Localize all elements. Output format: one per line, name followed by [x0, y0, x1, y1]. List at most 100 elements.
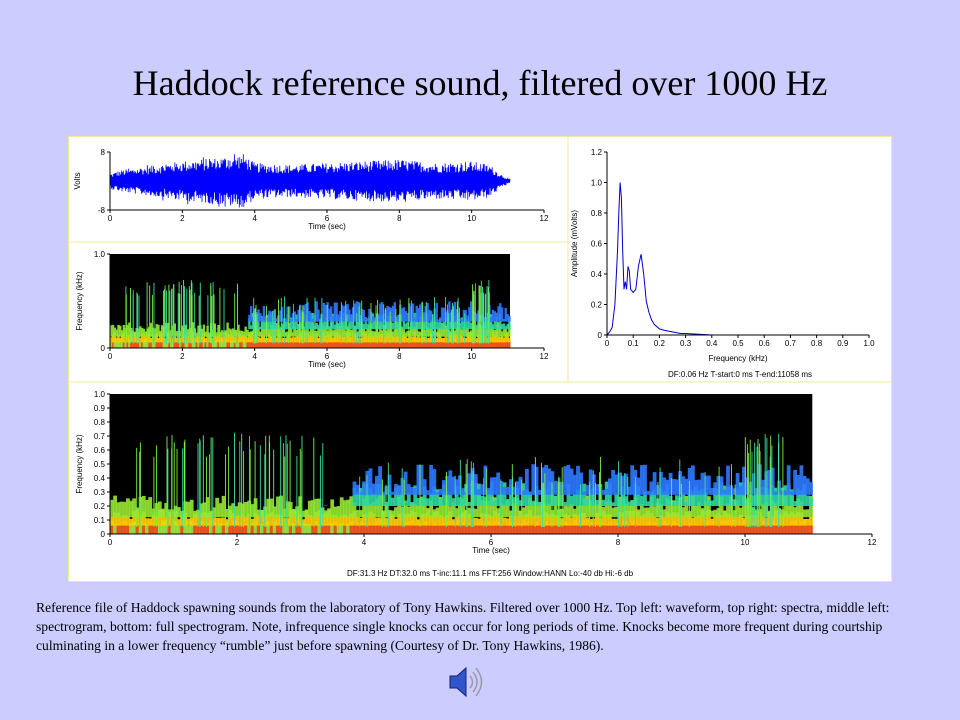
spectrogram-cell — [395, 328, 398, 337]
spectrogram-cell — [355, 301, 358, 322]
spectrogram-cell — [742, 517, 746, 526]
spectrogram-cell — [113, 332, 116, 343]
spectrogram-cell — [484, 339, 487, 348]
spectrogram-cell — [585, 520, 590, 534]
spectrogram-cell — [381, 521, 386, 534]
spectrogram-cell — [483, 521, 488, 534]
spectrogram-cell — [428, 322, 431, 330]
spectrogram-cell — [186, 329, 189, 337]
spectrogram-cell — [250, 518, 255, 526]
spectrogram-cell — [415, 322, 418, 337]
spectrogram-cell — [301, 519, 306, 526]
spectrogram-cell — [151, 508, 156, 518]
spectrogram-cell — [479, 342, 482, 348]
spectrogram-cell — [141, 523, 146, 534]
spectrogram-cell — [424, 336, 427, 343]
spectrogram-cell — [159, 330, 162, 337]
spectrogram-cell — [796, 498, 801, 518]
spectrogram-cell — [464, 340, 467, 348]
spectrogram-cell — [164, 323, 167, 337]
spectrogram-cell — [440, 307, 444, 322]
spectrogram-cell — [422, 486, 427, 506]
spectrogram-cell — [486, 339, 489, 348]
spectrogram-cell — [250, 331, 253, 337]
x-tick-label: 4 — [252, 214, 257, 223]
spectrogram-cell — [659, 515, 663, 526]
spectrogram-cell — [342, 306, 346, 322]
spectrogram-cell — [256, 509, 261, 518]
spectrogram-cell — [162, 341, 166, 348]
x-tick-label: 0 — [108, 538, 113, 547]
spectrogram-cell — [130, 332, 133, 343]
spectrogram-cell — [534, 466, 539, 495]
spectrogram-cell — [391, 305, 395, 322]
spectrogram-cell — [738, 485, 743, 495]
spectrogram-cell — [290, 319, 293, 322]
spectrogram-cell — [195, 336, 198, 343]
spectrogram-cell — [340, 340, 344, 348]
spectrogram-cell — [244, 522, 248, 534]
spectrogram-cell — [662, 520, 667, 534]
spectrogram-cell — [160, 340, 164, 348]
spectrogram-cell — [320, 338, 324, 348]
spectrogram-cell — [352, 487, 357, 506]
spectrogram-cell — [311, 516, 315, 526]
spectrogram-cell — [422, 336, 426, 343]
spectrogram-cell — [700, 525, 705, 534]
spectrogram-cell — [120, 330, 124, 337]
spectrogram-cell — [228, 510, 232, 526]
spectrogram-cell — [314, 512, 319, 526]
spectrogram-cell — [499, 503, 504, 518]
spectrogram-cell — [468, 331, 471, 343]
speaker-icon[interactable] — [446, 664, 486, 705]
spectrogram-cell — [391, 323, 395, 330]
x-tick-label: 6 — [325, 352, 330, 361]
spectrogram-cell — [244, 335, 247, 343]
spectrogram-cell — [400, 336, 404, 343]
spectrogram-cell — [250, 325, 253, 330]
spectrogram-cell — [402, 334, 406, 343]
spectrogram-cell — [496, 521, 501, 534]
spectrogram-cell — [371, 339, 375, 348]
spectrogram-cell — [349, 521, 354, 534]
spectrogram-cell — [563, 514, 568, 526]
spectrogram-cell — [694, 516, 698, 526]
spectrogram-cell — [491, 339, 495, 348]
spectrogram-cell — [780, 490, 785, 495]
spectrogram-cell — [324, 326, 327, 337]
spectrogram-cell — [490, 317, 493, 322]
spectrogram-cell — [151, 341, 155, 348]
spectrogram-cell — [366, 328, 369, 337]
y-tick-label: 0.4 — [591, 270, 603, 279]
spectrogram-cell — [521, 490, 526, 495]
spectrogram-cell — [799, 512, 804, 526]
spectrogram-cell — [671, 512, 676, 526]
spectrogram-cell — [416, 464, 421, 495]
spectrogram-cell — [311, 340, 315, 348]
spectrogram-cell — [295, 329, 298, 337]
spectrogram-cell — [406, 330, 409, 337]
spectrogram-cell — [722, 510, 727, 518]
spectrogram-cell — [473, 518, 478, 526]
spectrogram-cell — [299, 341, 302, 348]
spectrogram-cell — [400, 339, 404, 348]
spectrogram-cell — [144, 331, 147, 337]
spectrogram-cell — [228, 506, 232, 518]
spectrogram-cell — [350, 341, 353, 348]
spectrogram-cell — [202, 324, 206, 337]
spectrogram-cell — [344, 339, 347, 348]
spectrogram-cell — [408, 340, 411, 348]
spectrogram-cell — [111, 334, 115, 343]
spectrogram-cell — [780, 487, 785, 506]
spectrogram-cell — [491, 326, 495, 337]
x-tick-label: 8 — [397, 214, 402, 223]
spectrogram-cell — [375, 339, 378, 348]
spectrogram-cell — [248, 318, 251, 330]
spectrogram-cell — [624, 473, 628, 495]
spectrogram-cell — [411, 327, 415, 337]
spectrogram-cell — [624, 496, 628, 506]
spectrogram-cell — [279, 326, 282, 330]
spectrogram-full — [110, 394, 813, 534]
spectrogram-cell — [466, 341, 469, 348]
spectrogram-cell — [671, 502, 676, 506]
